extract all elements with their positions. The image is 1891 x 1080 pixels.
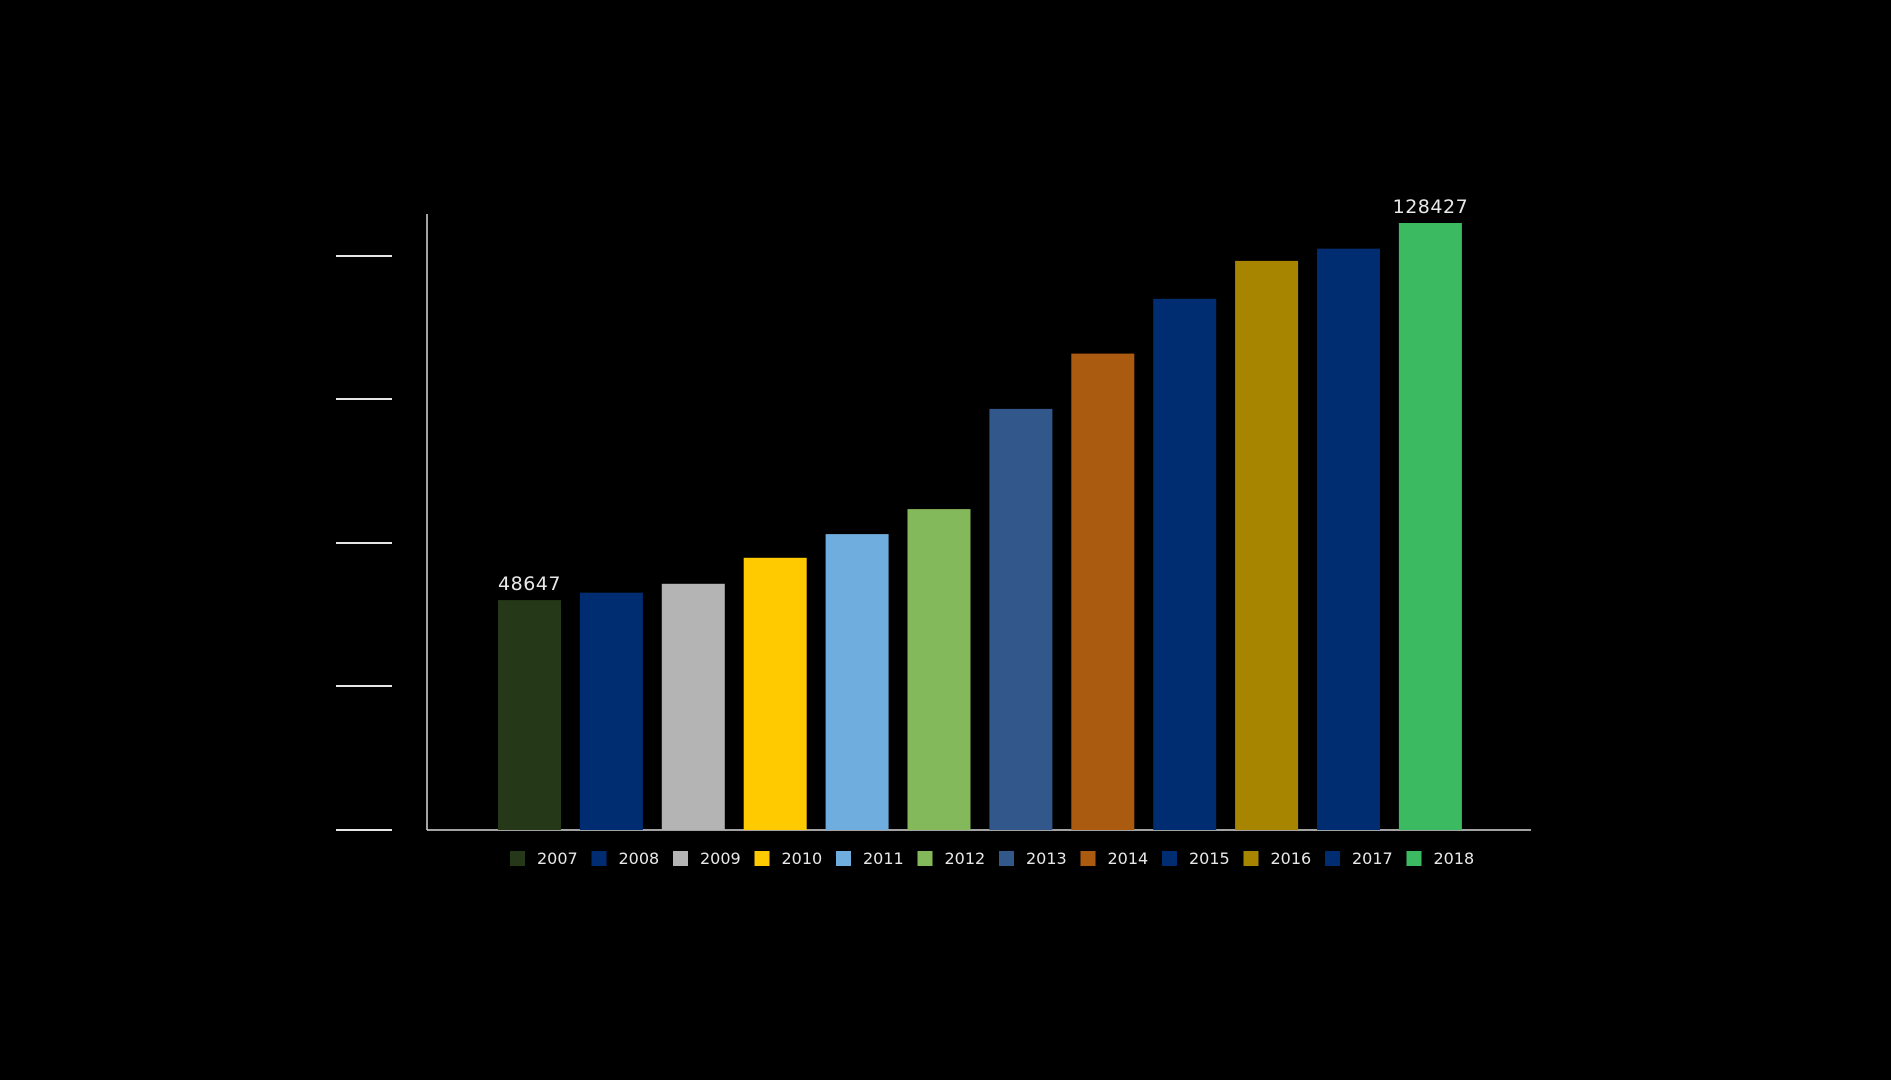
legend-swatch-2018	[1406, 851, 1422, 866]
bar-2016	[1235, 260, 1299, 830]
bar-2018	[1398, 223, 1462, 830]
legend-label-2017: 2017	[1352, 849, 1393, 868]
legend-swatch-2017	[1325, 851, 1340, 866]
legend-item-2007: 2007	[510, 849, 578, 868]
legend-label-2016: 2016	[1271, 849, 1312, 868]
legend-item-2015: 2015	[1162, 849, 1230, 868]
bar-2015	[1153, 298, 1217, 830]
legend-label-2014: 2014	[1108, 849, 1149, 868]
legend-label-2015: 2015	[1189, 849, 1230, 868]
legend-item-2010: 2010	[754, 849, 823, 868]
legend-item-2017: 2017	[1325, 849, 1393, 868]
legend: 2007 2008 2009 2010 2011 2012 2013 2014 2015 2016…	[510, 849, 1474, 868]
legend-item-2011: 2011	[836, 849, 904, 868]
legend-label-2011: 2011	[863, 849, 904, 868]
legend-label-2010: 2010	[782, 849, 823, 868]
legend-swatch-2011	[836, 851, 851, 866]
legend-item-2013: 2013	[999, 849, 1067, 868]
legend-item-2016: 2016	[1243, 849, 1312, 868]
legend-item-2012: 2012	[917, 849, 986, 868]
legend-label-2007: 2007	[537, 849, 578, 868]
bar-2009	[661, 583, 725, 830]
legend-swatch-2013	[999, 851, 1014, 866]
legend-item-2018: 2018	[1406, 849, 1475, 868]
legend-swatch-2009	[673, 851, 688, 866]
legend-swatch-2010	[754, 851, 770, 866]
bar-2014	[1071, 353, 1135, 830]
bar-2010	[743, 557, 807, 830]
legend-item-2014: 2014	[1080, 849, 1149, 868]
legend-item-2008: 2008	[591, 849, 660, 868]
y-axis-ticks	[336, 255, 392, 831]
legend-label-2012: 2012	[945, 849, 986, 868]
legend-label-2009: 2009	[700, 849, 741, 868]
legend-swatch-2007	[510, 851, 525, 866]
bar-2013	[989, 408, 1053, 830]
legend-label-2018: 2018	[1434, 849, 1475, 868]
bar-2008	[579, 592, 643, 830]
bars	[498, 223, 1462, 830]
data-label-2007: 48647	[498, 573, 561, 595]
legend-label-2008: 2008	[619, 849, 660, 868]
legend-swatch-2014	[1080, 851, 1096, 866]
legend-swatch-2016	[1243, 851, 1259, 866]
legend-item-2009: 2009	[673, 849, 741, 868]
bar-2017	[1317, 248, 1380, 830]
bar-2012	[907, 509, 971, 830]
bar-2007	[498, 600, 561, 830]
bar-2011	[825, 534, 889, 830]
legend-swatch-2012	[917, 851, 933, 866]
legend-label-2013: 2013	[1026, 849, 1067, 868]
legend-swatch-2015	[1162, 851, 1177, 866]
data-labels: 48647 128427	[498, 196, 1468, 595]
legend-swatch-2008	[591, 851, 607, 866]
data-label-2018: 128427	[1393, 196, 1469, 218]
